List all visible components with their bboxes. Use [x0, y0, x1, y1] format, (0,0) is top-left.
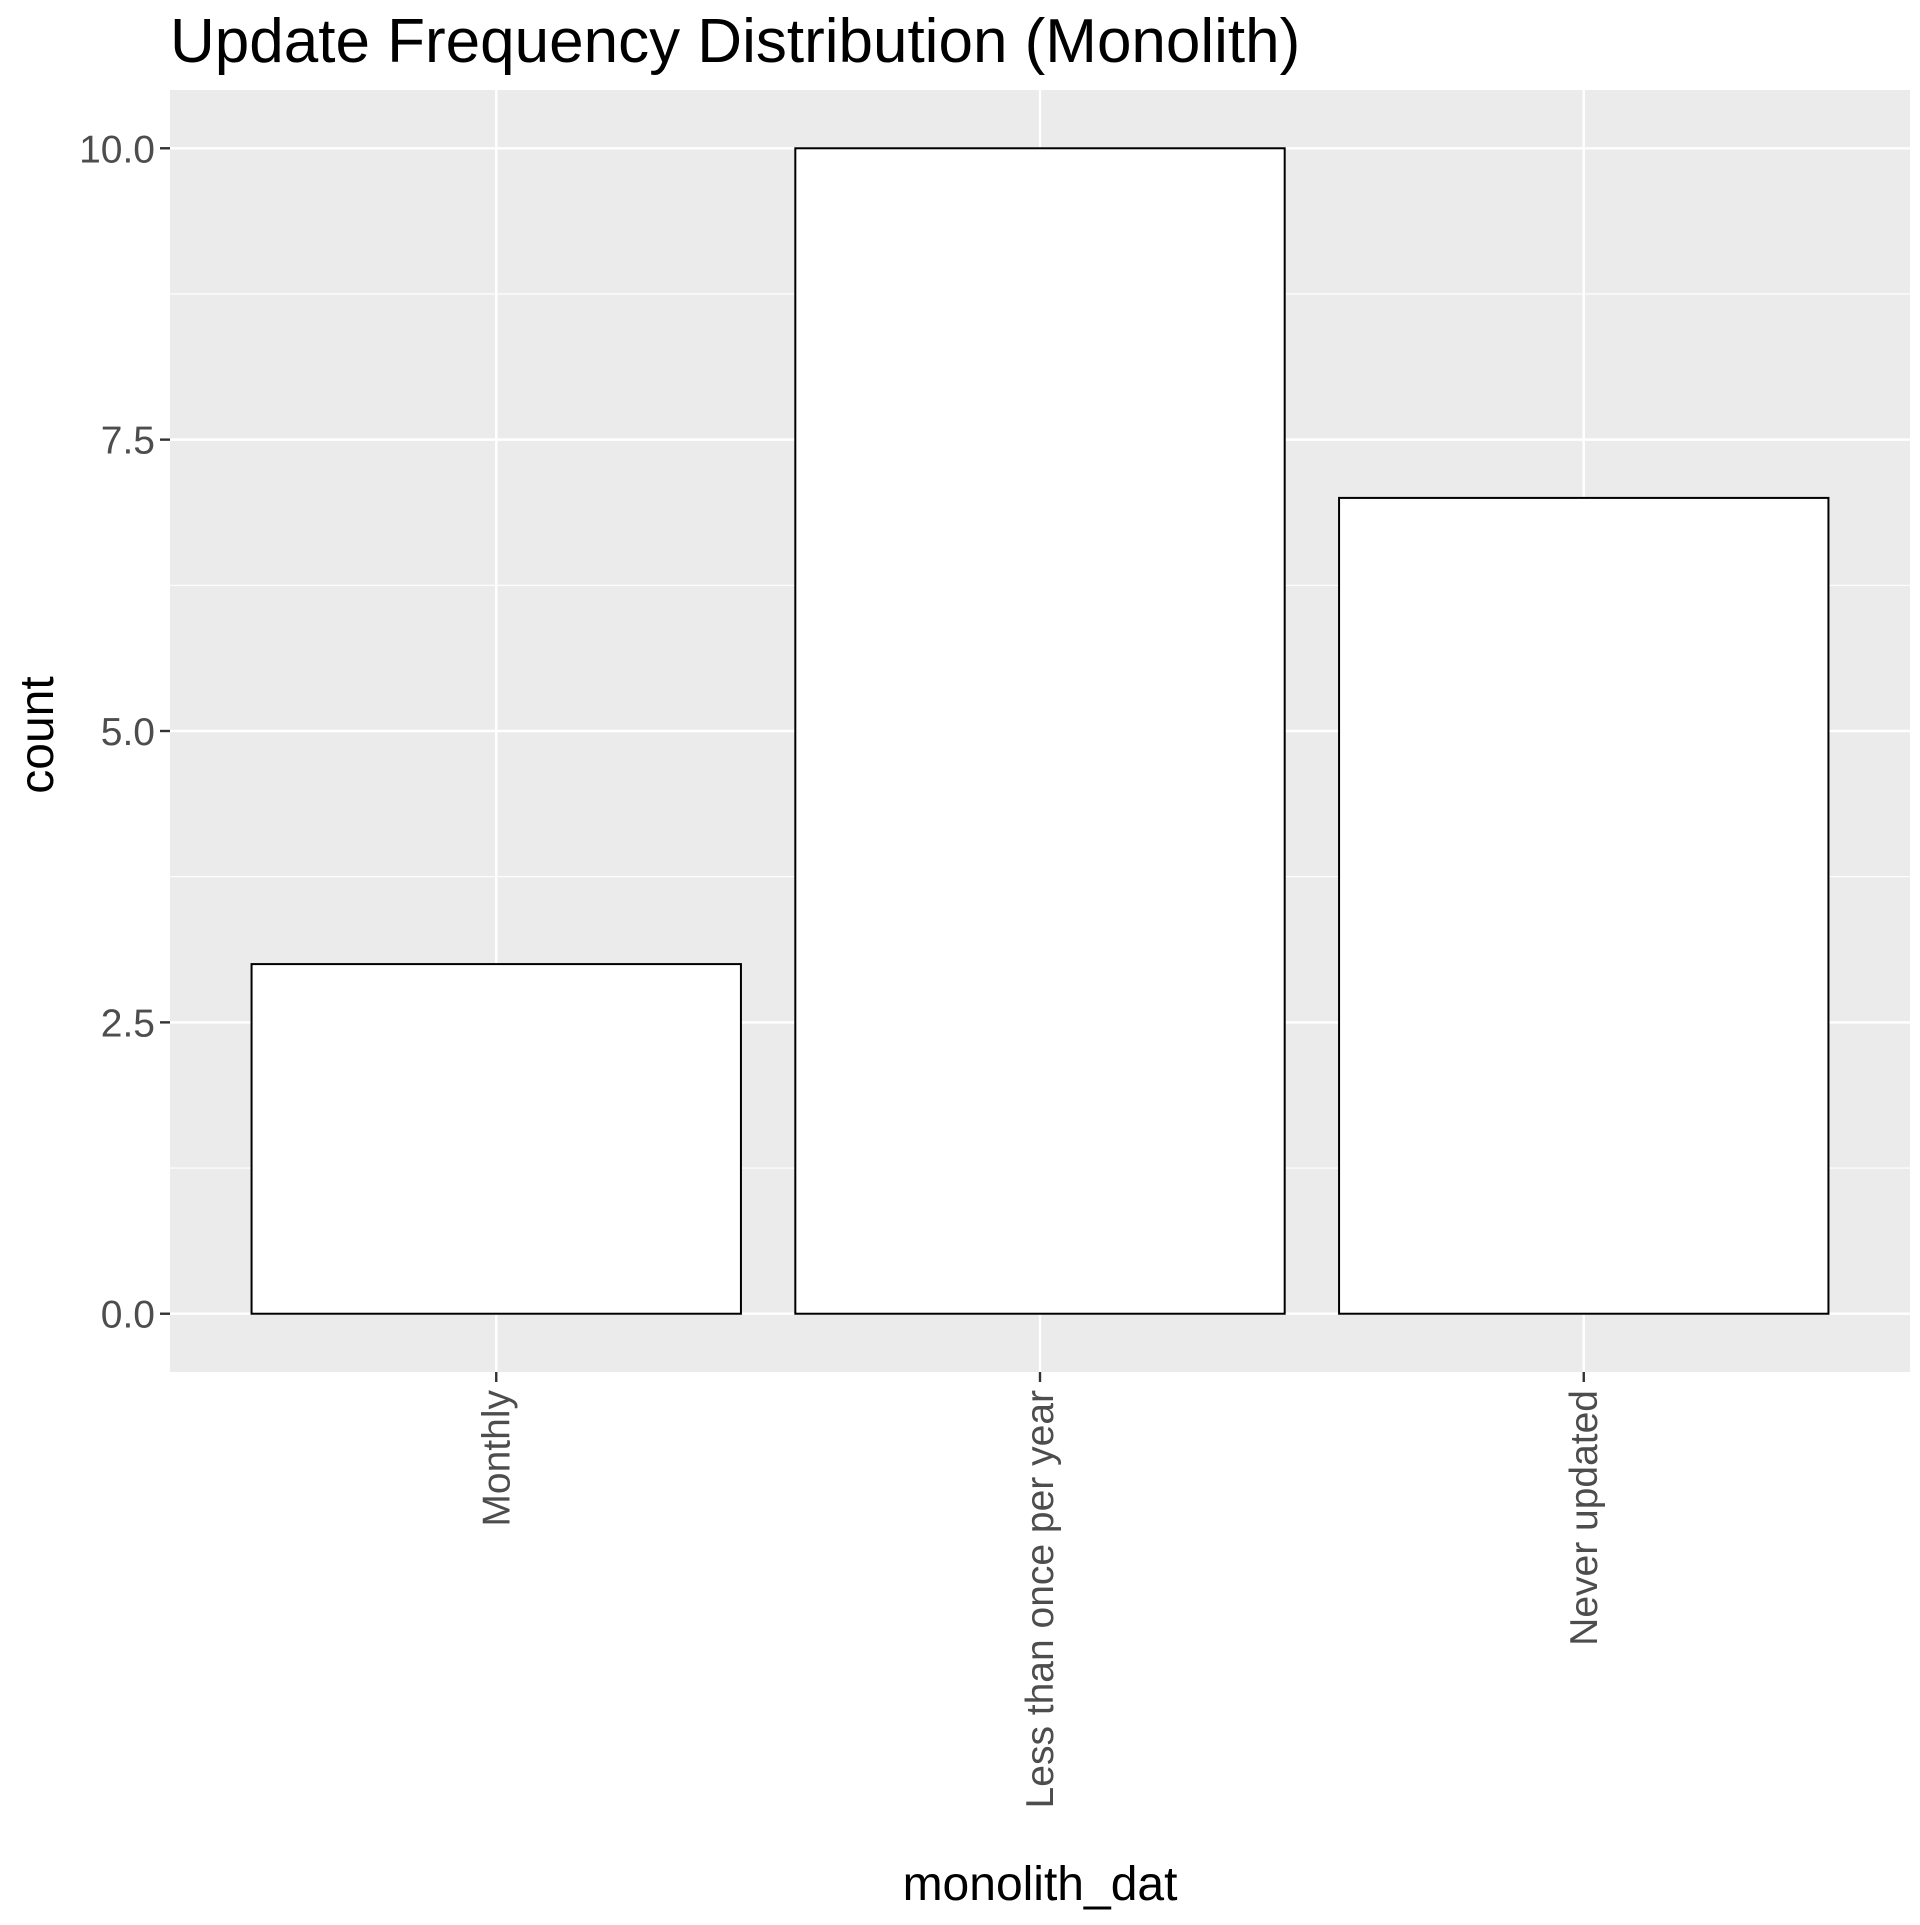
- chart-title: Update Frequency Distribution (Monolith): [170, 7, 1300, 76]
- bar-never-updated: [1338, 496, 1830, 1315]
- bar-monthly: [250, 963, 742, 1315]
- x-tick-label: Less than once per year: [1019, 1390, 1062, 1808]
- y-tick-label: 0.0: [101, 1294, 155, 1337]
- axes: 0.0 2.5 5.0 7.5 10.0 Monthly Less than once pe…: [79, 128, 1606, 1808]
- y-tick-label: 5.0: [101, 711, 155, 754]
- y-tick-label: 10.0: [79, 128, 155, 171]
- y-axis-title: count: [11, 676, 64, 793]
- y-tick-label: 7.5: [101, 420, 155, 463]
- x-tick-label: Monthly: [475, 1390, 518, 1527]
- x-axis-title: monolith_dat: [903, 1858, 1178, 1911]
- bars: [250, 147, 1830, 1315]
- x-tick-label: Never updated: [1563, 1390, 1606, 1646]
- y-tick-label: 2.5: [101, 1002, 155, 1045]
- bar-less-than-once-per-year: [794, 147, 1286, 1315]
